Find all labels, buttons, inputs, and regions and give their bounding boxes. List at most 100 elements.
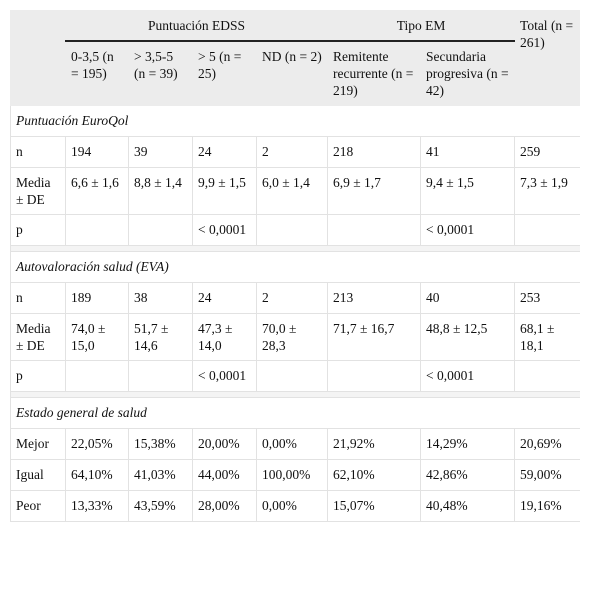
data-cell: 21,92% [327,428,422,460]
data-cell: 41,03% [128,459,193,491]
data-cell [255,360,329,392]
data-row: Media ± DE 74,0 ± 15,0 51,7 ± 14,6 47,3 ± 1… [10,313,580,361]
data-cell: 68,1 ± 18,1 [514,313,580,361]
data-cell: < 0,0001 [420,214,516,246]
data-cell: 51,7 ± 14,6 [128,313,193,361]
data-cell: 6,0 ± 1,4 [255,167,329,215]
subcolumn-header: > 5 (n = 25) [192,40,257,106]
data-cell: 6,6 ± 1,6 [65,167,129,215]
data-cell: 259 [514,136,580,168]
row-label: p [10,360,66,392]
row-label: Igual [10,459,66,491]
data-cell [327,360,422,392]
data-cell: 59,00% [514,459,580,491]
data-cell: 24 [192,136,257,168]
data-cell: 13,33% [65,490,129,522]
data-cell: 7,3 ± 1,9 [514,167,580,215]
row-label: Peor [10,490,66,522]
row-label: Media ± DE [10,167,66,215]
data-cell: 189 [65,282,129,314]
data-cell [514,360,580,392]
data-cell: 0,00% [255,490,329,522]
data-cell: 253 [514,282,580,314]
row-label: n [10,282,66,314]
data-cell: 62,10% [327,459,422,491]
data-row: p < 0,0001 < 0,0001 [10,360,580,392]
subcolumn-header: 0-3,5 (n = 195) [65,40,129,106]
data-cell: 2 [255,282,329,314]
data-cell: 40 [420,282,516,314]
row-label: n [10,136,66,168]
data-cell: 9,9 ± 1,5 [192,167,257,215]
data-row: Media ± DE 6,6 ± 1,6 8,8 ± 1,4 9,9 ± 1,5 6,0… [10,167,580,215]
data-table: Puntuación EDSS Tipo EM Total (n = 261) … [10,10,580,522]
data-cell [65,360,129,392]
subcolumn-header: ND (n = 2) [255,40,329,106]
data-cell: 2 [255,136,329,168]
data-row: Igual 64,10% 41,03% 44,00% 100,00% 62,10% 42,8… [10,459,580,491]
data-cell: 42,86% [420,459,516,491]
section-row: Puntuación EuroQol [10,105,580,137]
subcolumn-header: > 3,5-5 (n = 39) [128,40,193,106]
data-cell: 8,8 ± 1,4 [128,167,193,215]
data-row: p < 0,0001 < 0,0001 [10,214,580,246]
data-cell: 100,00% [255,459,329,491]
data-cell: 43,59% [128,490,193,522]
data-row: n 194 39 24 2 218 41 259 [10,136,580,168]
data-cell [65,214,129,246]
data-row: Mejor 22,05% 15,38% 20,00% 0,00% 21,92% 14,29%… [10,428,580,460]
row-label: p [10,214,66,246]
data-cell: 71,7 ± 16,7 [327,313,422,361]
data-cell: < 0,0001 [192,214,257,246]
data-cell [255,214,329,246]
data-cell: < 0,0001 [420,360,516,392]
data-cell: 20,69% [514,428,580,460]
data-cell [128,214,193,246]
row-label: Media ± DE [10,313,66,361]
data-cell: 48,8 ± 12,5 [420,313,516,361]
data-cell [514,214,580,246]
data-cell: 28,00% [192,490,257,522]
subcolumn-header: Secundaria progresiva (n = 42) [420,40,516,106]
data-cell: 15,07% [327,490,422,522]
data-cell: 15,38% [128,428,193,460]
data-cell: 24 [192,282,257,314]
data-cell: 6,9 ± 1,7 [327,167,422,215]
subcolumn-header: Remitente recurrente (n = 219) [327,40,422,106]
data-cell: 213 [327,282,422,314]
data-cell: 47,3 ± 14,0 [192,313,257,361]
data-cell: 20,00% [192,428,257,460]
data-cell: < 0,0001 [192,360,257,392]
section-title: Autovaloración salud (EVA) [10,251,580,283]
corner-cell [10,10,66,106]
data-cell: 218 [327,136,422,168]
section-title: Estado general de salud [10,397,580,429]
data-cell: 41 [420,136,516,168]
data-cell: 194 [65,136,129,168]
data-cell: 19,16% [514,490,580,522]
section-row: Autovaloración salud (EVA) [10,251,580,283]
data-cell: 70,0 ± 28,3 [255,313,329,361]
data-cell: 74,0 ± 15,0 [65,313,129,361]
data-cell: 0,00% [255,428,329,460]
data-cell: 40,48% [420,490,516,522]
group-header: Puntuación EDSS [64,10,329,42]
data-cell: 38 [128,282,193,314]
group-header: Tipo EM [327,10,516,42]
data-row: Peor 13,33% 43,59% 28,00% 0,00% 15,07% 40,48% 1… [10,490,580,522]
row-label: Mejor [10,428,66,460]
data-row: n 189 38 24 2 213 40 253 [10,282,580,314]
section-row: Estado general de salud [10,397,580,429]
data-cell: 39 [128,136,193,168]
data-cell: 64,10% [65,459,129,491]
data-cell: 22,05% [65,428,129,460]
total-header: Total (n = 261) [514,10,580,106]
section-title: Puntuación EuroQol [10,105,580,137]
table-container: Puntuación EDSS Tipo EM Total (n = 261) … [10,10,580,580]
data-cell [327,214,422,246]
data-cell [128,360,193,392]
data-cell: 9,4 ± 1,5 [420,167,516,215]
data-cell: 44,00% [192,459,257,491]
data-cell: 14,29% [420,428,516,460]
